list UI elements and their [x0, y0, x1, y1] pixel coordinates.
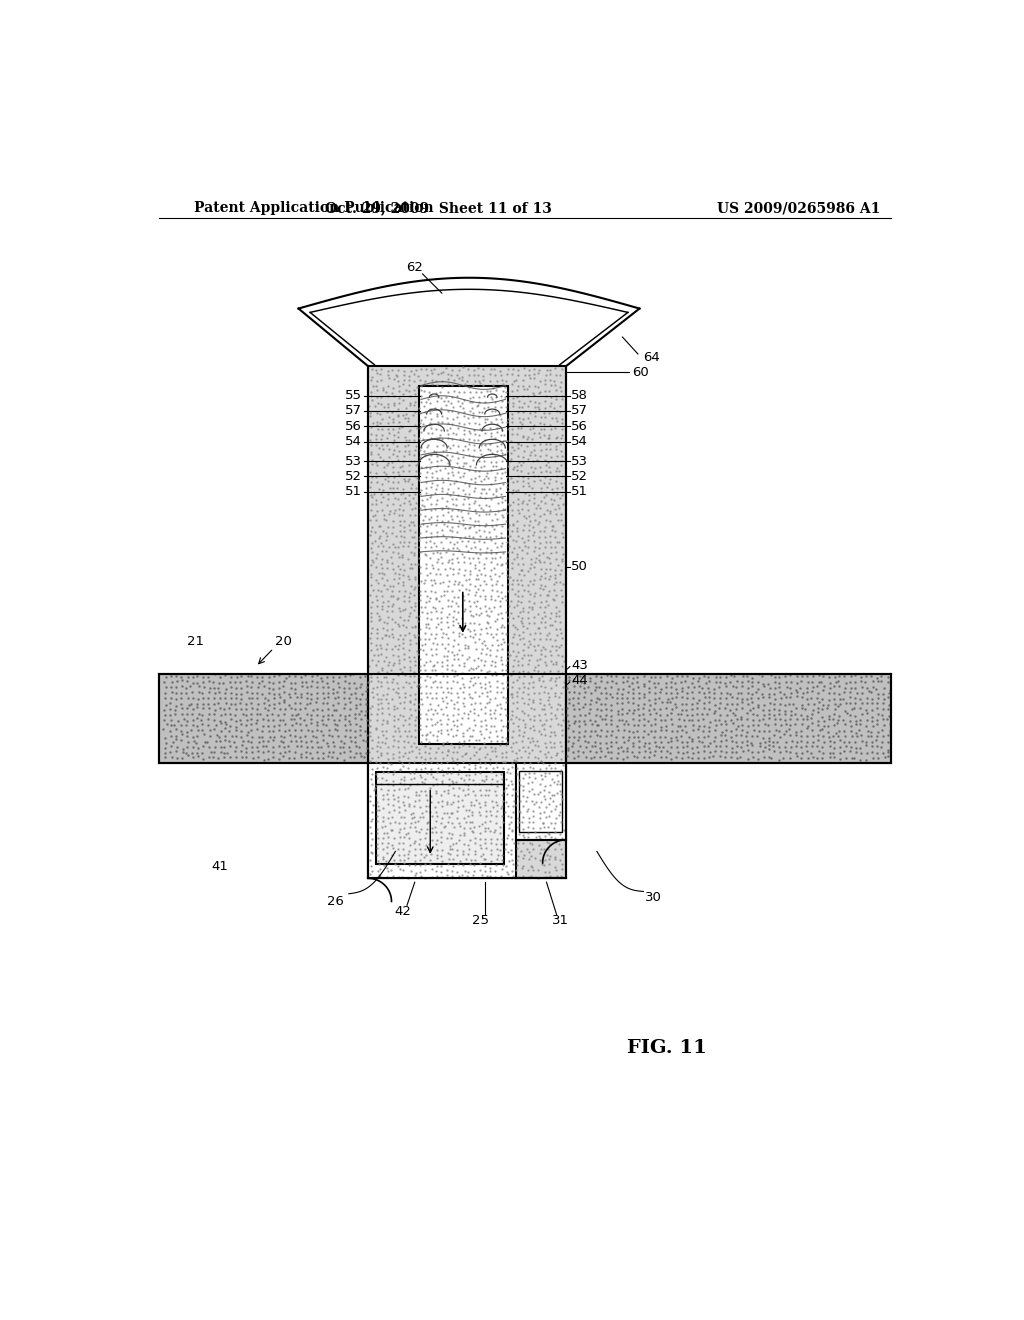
Bar	[159, 675, 369, 763]
Text: FIG. 11: FIG. 11	[627, 1039, 707, 1057]
Text: 52: 52	[571, 470, 589, 483]
Text: 41: 41	[211, 861, 228, 874]
Text: 58: 58	[571, 389, 588, 403]
Bar	[519, 771, 562, 832]
Text: 64: 64	[643, 351, 660, 363]
Text: 51: 51	[345, 486, 362, 499]
Bar	[419, 385, 508, 743]
Text: 57: 57	[571, 404, 589, 417]
Text: Patent Application Publication: Patent Application Publication	[194, 202, 433, 215]
Text: 26: 26	[328, 895, 344, 908]
Text: 53: 53	[571, 454, 589, 467]
Bar	[566, 675, 891, 763]
Text: 55: 55	[345, 389, 362, 403]
Text: 43: 43	[571, 659, 588, 672]
Text: 25: 25	[472, 915, 489, 927]
Text: 52: 52	[345, 470, 362, 483]
Text: 21: 21	[187, 635, 204, 648]
Text: 57: 57	[345, 404, 362, 417]
Bar	[376, 772, 504, 865]
Text: 56: 56	[345, 420, 362, 433]
Text: Oct. 29, 2009  Sheet 11 of 13: Oct. 29, 2009 Sheet 11 of 13	[325, 202, 552, 215]
Text: US 2009/0265986 A1: US 2009/0265986 A1	[717, 202, 881, 215]
Bar	[369, 763, 515, 878]
Text: 56: 56	[571, 420, 588, 433]
Text: 51: 51	[571, 486, 589, 499]
Text: 42: 42	[394, 906, 412, 917]
Bar	[369, 367, 566, 878]
Text: 50: 50	[571, 560, 588, 573]
Text: 53: 53	[345, 454, 362, 467]
Text: 54: 54	[571, 436, 588, 449]
Text: 62: 62	[407, 261, 423, 275]
Text: 30: 30	[645, 891, 662, 904]
Text: 31: 31	[552, 915, 569, 927]
Bar	[515, 763, 566, 840]
Text: 20: 20	[274, 635, 292, 648]
Text: 60: 60	[632, 366, 648, 379]
Text: 54: 54	[345, 436, 362, 449]
Text: 44: 44	[571, 675, 588, 686]
